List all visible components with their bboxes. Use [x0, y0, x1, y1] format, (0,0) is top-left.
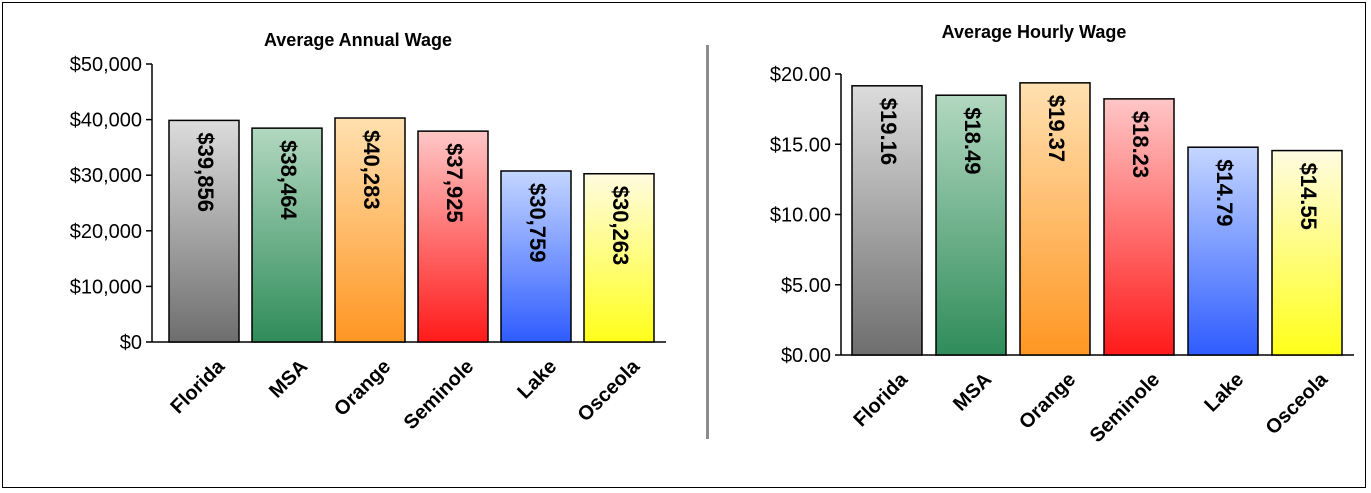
- category-label: Florida: [166, 355, 229, 418]
- data-label: $19.16: [876, 98, 901, 165]
- category-label: Orange: [1015, 369, 1080, 434]
- category-label: Osceola: [574, 355, 645, 426]
- y-tick-label: $0: [120, 332, 142, 354]
- category-label: MSA: [949, 369, 996, 416]
- bar-orange: [334, 117, 406, 343]
- y-tick-label: $50,000: [70, 54, 142, 76]
- y-tick-label: $10.00: [770, 205, 831, 227]
- data-label: $18.49: [960, 107, 985, 174]
- y-tick-label: $20,000: [70, 221, 142, 243]
- y-tick-label: $0.00: [781, 345, 831, 367]
- y-tick-label: $20.00: [770, 64, 831, 86]
- bar-florida: [168, 119, 240, 343]
- chart-title: Average Hourly Wage: [942, 22, 1127, 42]
- data-label: $30,759: [525, 183, 550, 263]
- bars: [851, 82, 1343, 356]
- bar-florida: [851, 85, 923, 356]
- data-label: $19.37: [1044, 95, 1069, 162]
- data-label: $14.55: [1296, 163, 1321, 230]
- data-label: $38,464: [276, 140, 301, 220]
- y-tick-label: $30,000: [70, 165, 142, 187]
- category-label: Orange: [330, 356, 395, 421]
- chart-divider: [706, 45, 709, 439]
- category-label: Seminole: [1086, 369, 1164, 447]
- data-label: $37,925: [442, 143, 467, 223]
- hourly-wage-chart: Average Hourly Wage $0.00 $5.00 $10.00 $15.…: [770, 22, 1354, 447]
- bar-seminole: [1103, 98, 1175, 356]
- bar-msa: [251, 127, 323, 343]
- data-label: $39,856: [193, 132, 218, 212]
- category-label: MSA: [265, 356, 312, 403]
- category-label: Osceola: [1262, 368, 1333, 439]
- category-label: Seminole: [400, 356, 478, 434]
- category-label: Lake: [1200, 369, 1248, 417]
- bar-seminole: [417, 130, 489, 343]
- axes: $0.00 $5.00 $10.00 $15.00 $20.00: [770, 64, 1354, 367]
- data-label: $18.23: [1128, 111, 1153, 178]
- bar-lake: [500, 170, 572, 343]
- bar-lake: [1187, 146, 1259, 356]
- data-label: $14.79: [1212, 159, 1237, 226]
- category-label: Lake: [513, 356, 561, 404]
- y-tick-label: $10,000: [70, 276, 142, 298]
- y-tick-label: $15.00: [770, 134, 831, 156]
- category-label: Florida: [849, 368, 912, 431]
- bar-msa: [935, 94, 1007, 356]
- bar-osceola: [1271, 149, 1343, 356]
- data-label: $30,263: [608, 186, 633, 266]
- chart-title: Average Annual Wage: [264, 30, 452, 50]
- data-label: $40,283: [359, 130, 384, 210]
- bars: [168, 117, 655, 343]
- annual-wage-chart: Average Annual Wage $0 $10,000 $20,000 $30,…: [70, 30, 666, 434]
- bar-orange: [1019, 82, 1091, 356]
- y-tick-label: $40,000: [70, 110, 142, 132]
- bar-osceola: [583, 172, 655, 343]
- y-tick-label: $5.00: [781, 275, 831, 297]
